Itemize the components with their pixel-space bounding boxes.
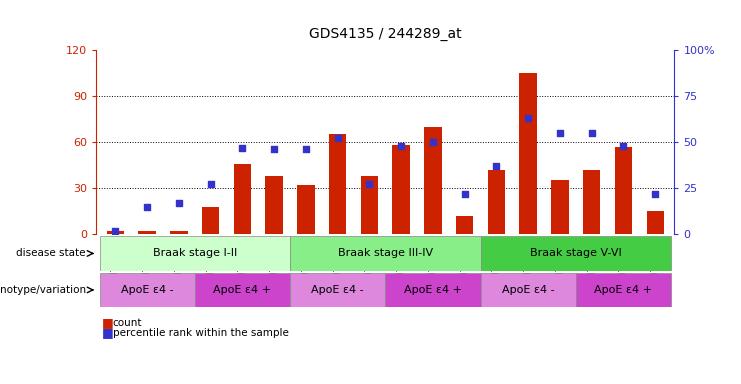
Bar (290, 273, 385, 307)
Text: count: count (113, 318, 142, 328)
Text: percentile rank within the sample: percentile rank within the sample (113, 328, 288, 338)
Point (300, 146, 312, 152)
Bar (329, 134, 346, 234)
Bar (233, 164, 251, 234)
Point (649, 190, 661, 197)
Point (617, 143, 629, 149)
Text: GDS4135 / 244289_at: GDS4135 / 244289_at (309, 27, 462, 41)
Point (586, 130, 598, 136)
Point (459, 190, 471, 197)
Text: ApoE ε4 +: ApoE ε4 + (594, 285, 653, 295)
Bar (361, 176, 378, 234)
Bar (456, 216, 473, 234)
Point (236, 144, 248, 151)
Point (554, 130, 566, 136)
Text: ApoE ε4 -: ApoE ε4 - (502, 285, 554, 295)
Text: Braak stage V-VI: Braak stage V-VI (530, 248, 622, 258)
Bar (170, 231, 187, 234)
Point (522, 115, 534, 121)
Bar (385, 273, 481, 307)
Text: ApoE ε4 +: ApoE ε4 + (404, 285, 462, 295)
Bar (481, 273, 576, 307)
Point (395, 143, 407, 149)
Bar (519, 73, 537, 234)
Bar (551, 180, 568, 234)
Bar (424, 127, 442, 234)
Point (142, 204, 153, 210)
Text: ApoE ε4 -: ApoE ε4 - (121, 285, 173, 295)
Bar (290, 236, 481, 271)
Point (268, 146, 280, 152)
Point (332, 135, 344, 141)
Bar (576, 273, 671, 307)
Point (173, 200, 185, 206)
Text: disease state: disease state (16, 248, 89, 258)
Bar (139, 231, 156, 234)
Bar (195, 273, 290, 307)
Bar (99, 236, 290, 271)
Text: Braak stage I-II: Braak stage I-II (153, 248, 237, 258)
Point (364, 181, 376, 187)
Text: ■: ■ (102, 326, 114, 339)
Text: ApoE ε4 +: ApoE ε4 + (213, 285, 271, 295)
Bar (99, 273, 195, 307)
Bar (615, 147, 632, 234)
Point (110, 227, 122, 233)
Text: genotype/variation: genotype/variation (0, 285, 89, 295)
Bar (297, 185, 315, 234)
Bar (583, 170, 600, 234)
Text: ApoE ε4 -: ApoE ε4 - (311, 285, 364, 295)
Bar (265, 176, 283, 234)
Bar (202, 207, 219, 234)
Point (427, 139, 439, 145)
Text: Braak stage III-IV: Braak stage III-IV (338, 248, 433, 258)
Bar (646, 211, 664, 234)
Point (491, 163, 502, 169)
Bar (107, 231, 124, 234)
Point (205, 181, 216, 187)
Bar (488, 170, 505, 234)
Text: ■: ■ (102, 316, 114, 329)
Bar (393, 145, 410, 234)
Bar (481, 236, 671, 271)
